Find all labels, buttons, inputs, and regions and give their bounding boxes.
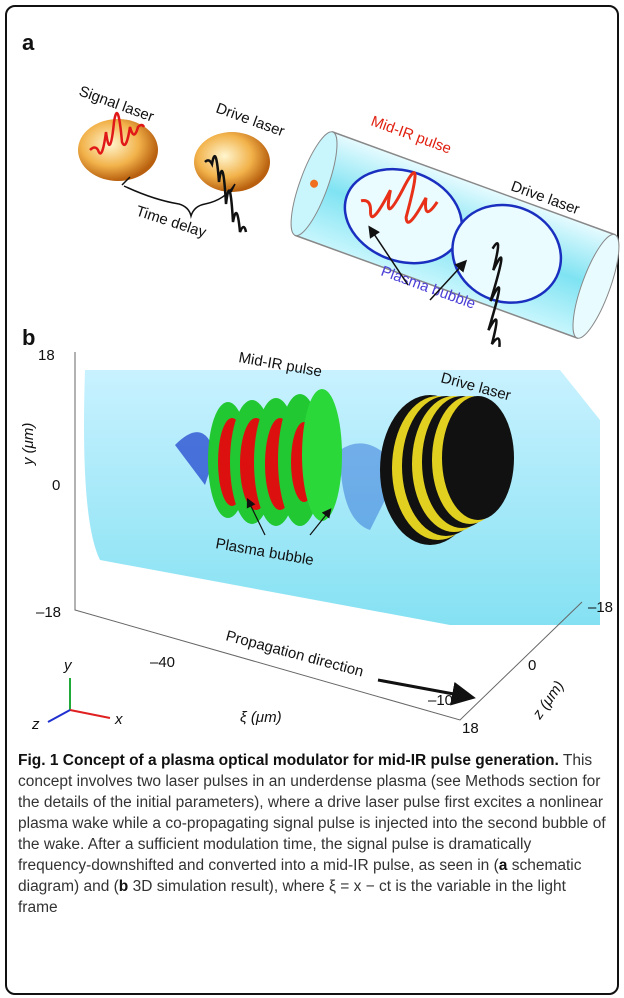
time-delay-label: Time delay (134, 203, 209, 242)
z-tick-label: 18 (462, 720, 479, 737)
simulation-volume (84, 370, 600, 625)
xi-tick-label: –40 (150, 654, 175, 671)
z-axis-label: z (μm) (529, 678, 568, 723)
y-tick-label: 18 (38, 347, 55, 364)
xi-axis-label: ξ (μm) (240, 709, 282, 726)
propagation-arrow (378, 680, 470, 697)
z-tick-label: –18 (588, 599, 613, 616)
panel-label: b (22, 325, 35, 350)
plasma-cylinder (270, 127, 624, 375)
y-tick-label: –18 (36, 604, 61, 621)
caption: Fig. 1 Concept of a plasma optical modul… (18, 750, 608, 918)
triad-label: z (31, 716, 40, 733)
z-tick-label: 0 (528, 657, 536, 674)
y-tick-label: 0 (52, 477, 60, 494)
triad-label: x (114, 711, 123, 728)
caption-title: Fig. 1 Concept of a plasma optical modul… (18, 752, 559, 769)
triad-x (70, 710, 110, 718)
caption-text: b (119, 878, 128, 895)
xi-tick-label: –10 (428, 692, 453, 709)
triad-z (48, 710, 70, 722)
figure: a Signal laser Drive laser Time delay Mi… (0, 0, 624, 745)
y-axis-label: y (μm) (20, 423, 37, 466)
panel-label: a (22, 30, 35, 55)
mid-ir-discs (208, 389, 342, 526)
triad-label: y (63, 657, 73, 674)
caption-text: This concept involves two laser pulses i… (18, 752, 606, 874)
page: a Signal laser Drive laser Time delay Mi… (0, 0, 624, 998)
